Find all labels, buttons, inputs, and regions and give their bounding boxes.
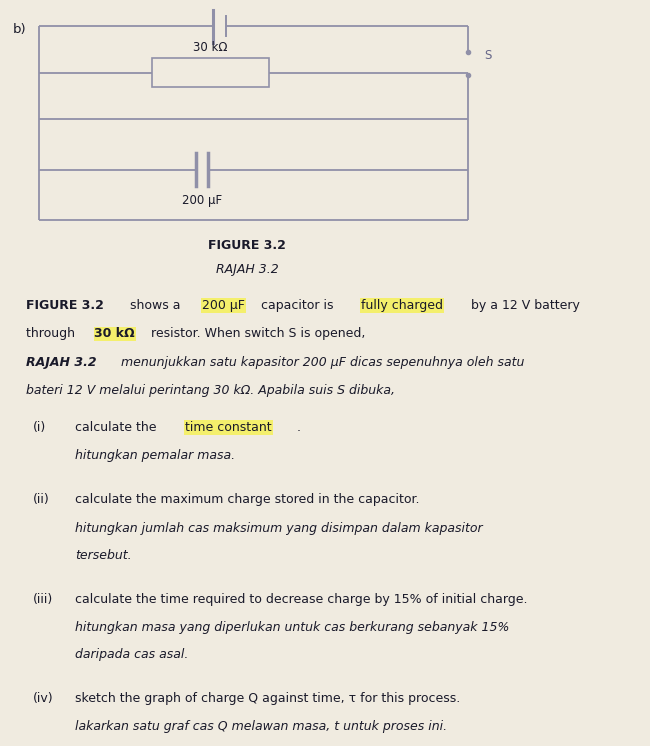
Text: bateri 12 V melalui perintang 30 kΩ. Apabila suis S dibuka,: bateri 12 V melalui perintang 30 kΩ. Apa…: [26, 384, 395, 397]
Text: by a 12 V battery: by a 12 V battery: [467, 299, 580, 312]
Text: through: through: [26, 327, 79, 340]
Bar: [152, 58, 269, 87]
Text: 200 μF: 200 μF: [182, 193, 222, 207]
Text: S: S: [484, 49, 491, 63]
Text: 30 kΩ: 30 kΩ: [193, 41, 228, 54]
Text: calculate the maximum charge stored in the capacitor.: calculate the maximum charge stored in t…: [75, 493, 419, 507]
Text: hitungkan masa yang diperlukan untuk cas berkurang sebanyak 15%: hitungkan masa yang diperlukan untuk cas…: [75, 621, 509, 634]
Text: calculate the: calculate the: [75, 421, 161, 434]
Text: lakarkan satu graf cas Q melawan masa, t untuk proses ini.: lakarkan satu graf cas Q melawan masa, t…: [75, 720, 447, 733]
Text: capacitor is: capacitor is: [257, 299, 338, 312]
Text: tersebut.: tersebut.: [75, 548, 131, 562]
Text: (iii): (iii): [32, 592, 53, 606]
Text: daripada cas asal.: daripada cas asal.: [75, 648, 188, 661]
Text: 200 μF: 200 μF: [202, 299, 245, 312]
Text: menunjukkan satu kapasitor 200 μF dicas sepenuhnya oleh satu: menunjukkan satu kapasitor 200 μF dicas …: [117, 356, 525, 369]
Text: b): b): [13, 23, 27, 37]
Text: FIGURE 3.2: FIGURE 3.2: [208, 239, 286, 251]
Text: time constant: time constant: [185, 421, 272, 434]
Text: RAJAH 3.2: RAJAH 3.2: [216, 263, 278, 276]
Text: 30 kΩ: 30 kΩ: [94, 327, 135, 340]
Text: (ii): (ii): [32, 493, 49, 507]
Text: hitungkan pemalar masa.: hitungkan pemalar masa.: [75, 449, 235, 463]
Text: shows a: shows a: [127, 299, 185, 312]
Text: 12 V: 12 V: [206, 0, 233, 2]
Text: RAJAH 3.2: RAJAH 3.2: [26, 356, 97, 369]
Text: (iv): (iv): [32, 692, 53, 705]
Text: resistor. When switch S is opened,: resistor. When switch S is opened,: [147, 327, 365, 340]
Text: (i): (i): [32, 421, 46, 434]
Text: sketch the graph of charge Q against time, τ for this process.: sketch the graph of charge Q against tim…: [75, 692, 460, 705]
Text: fully charged: fully charged: [361, 299, 443, 312]
Text: calculate the time required to decrease charge by 15% of initial charge.: calculate the time required to decrease …: [75, 592, 527, 606]
Text: hitungkan jumlah cas maksimum yang disimpan dalam kapasitor: hitungkan jumlah cas maksimum yang disim…: [75, 521, 482, 535]
Text: FIGURE 3.2: FIGURE 3.2: [26, 299, 104, 312]
Text: .: .: [297, 421, 301, 434]
